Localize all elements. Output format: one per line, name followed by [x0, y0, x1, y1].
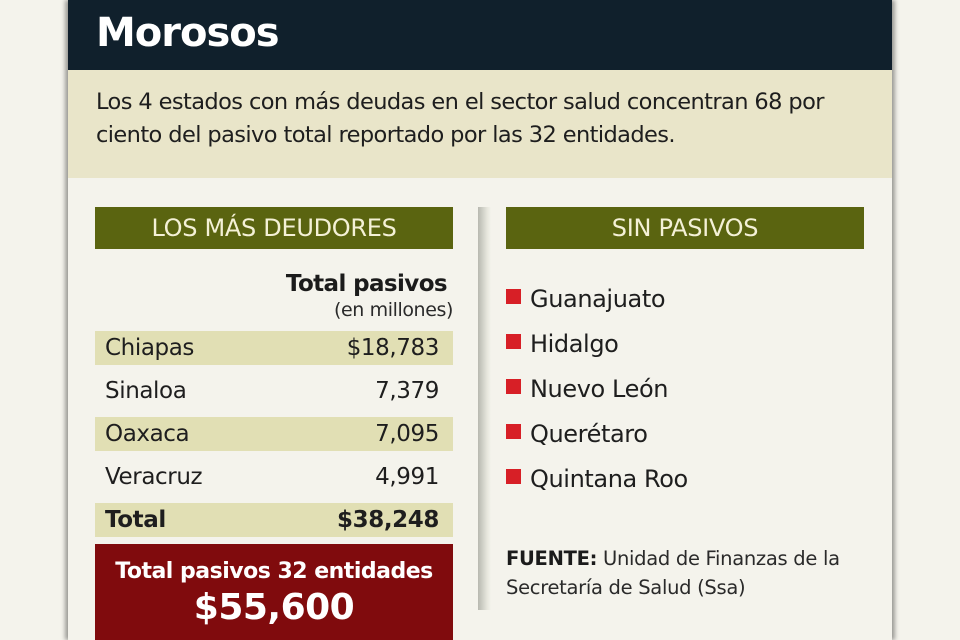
intro-text: Los 4 estados con más deudas en el secto… — [96, 89, 825, 148]
column-header-title: Total pasivos — [285, 271, 448, 297]
state-name: Sinaloa — [105, 378, 187, 404]
state-name: Oaxaca — [105, 421, 190, 447]
no-debt-heading: SIN PASIVOS — [506, 207, 864, 249]
state-name: Nuevo León — [530, 374, 669, 403]
debt-value: 4,991 — [375, 464, 439, 490]
square-bullet-icon — [506, 379, 521, 394]
square-bullet-icon — [506, 469, 521, 484]
source-label: FUENTE: — [506, 547, 598, 570]
table-row: Chiapas $18,783 — [95, 331, 453, 365]
table-row: Veracruz 4,991 — [95, 460, 453, 494]
debt-value: $18,783 — [346, 335, 440, 361]
top-debtors-heading: LOS MÁS DEUDORES — [95, 207, 453, 249]
summary-box: Total pasivos 32 entidades $55,600 — [95, 544, 453, 640]
square-bullet-icon — [506, 334, 521, 349]
table-total-row: Total $38,248 — [95, 503, 453, 537]
list-item: Guanajuato — [506, 276, 688, 321]
total-value: $38,248 — [337, 507, 439, 533]
table-row: Oaxaca 7,095 — [95, 417, 453, 451]
page-title: Morosos — [96, 10, 280, 56]
column-divider — [478, 207, 491, 610]
state-name: Guanajuato — [530, 284, 666, 313]
summary-label: Total pasivos 32 entidades — [115, 559, 433, 584]
summary-value: $55,600 — [193, 587, 355, 628]
debtors-table: Chiapas $18,783 Sinaloa 7,379 Oaxaca 7,0… — [95, 331, 453, 546]
source-text: Unidad de Finanzas de la Secretaría de S… — [506, 547, 840, 599]
table-row: Sinaloa 7,379 — [95, 374, 453, 408]
list-item: Quintana Roo — [506, 456, 688, 501]
state-name: Veracruz — [105, 464, 203, 490]
total-label: Total — [105, 507, 166, 533]
state-name: Quintana Roo — [530, 464, 688, 493]
header: Morosos — [68, 0, 892, 70]
intro-band: Los 4 estados con más deudas en el secto… — [68, 70, 892, 178]
state-name: Hidalgo — [530, 329, 619, 358]
list-item: Nuevo León — [506, 366, 688, 411]
column-header-unit: (en millones) — [334, 299, 453, 321]
no-debt-list: Guanajuato Hidalgo Nuevo León Querétaro … — [506, 276, 688, 501]
debt-value: 7,379 — [375, 378, 439, 404]
source-note: FUENTE: Unidad de Finanzas de la Secreta… — [506, 544, 886, 602]
state-name: Querétaro — [530, 419, 648, 448]
column-header: Total pasivos (en millones) — [95, 270, 453, 322]
list-item: Querétaro — [506, 411, 688, 456]
list-item: Hidalgo — [506, 321, 688, 366]
state-name: Chiapas — [105, 335, 194, 361]
infographic-card: Morosos Los 4 estados con más deudas en … — [68, 0, 892, 640]
debt-value: 7,095 — [375, 421, 439, 447]
square-bullet-icon — [506, 289, 521, 304]
square-bullet-icon — [506, 424, 521, 439]
